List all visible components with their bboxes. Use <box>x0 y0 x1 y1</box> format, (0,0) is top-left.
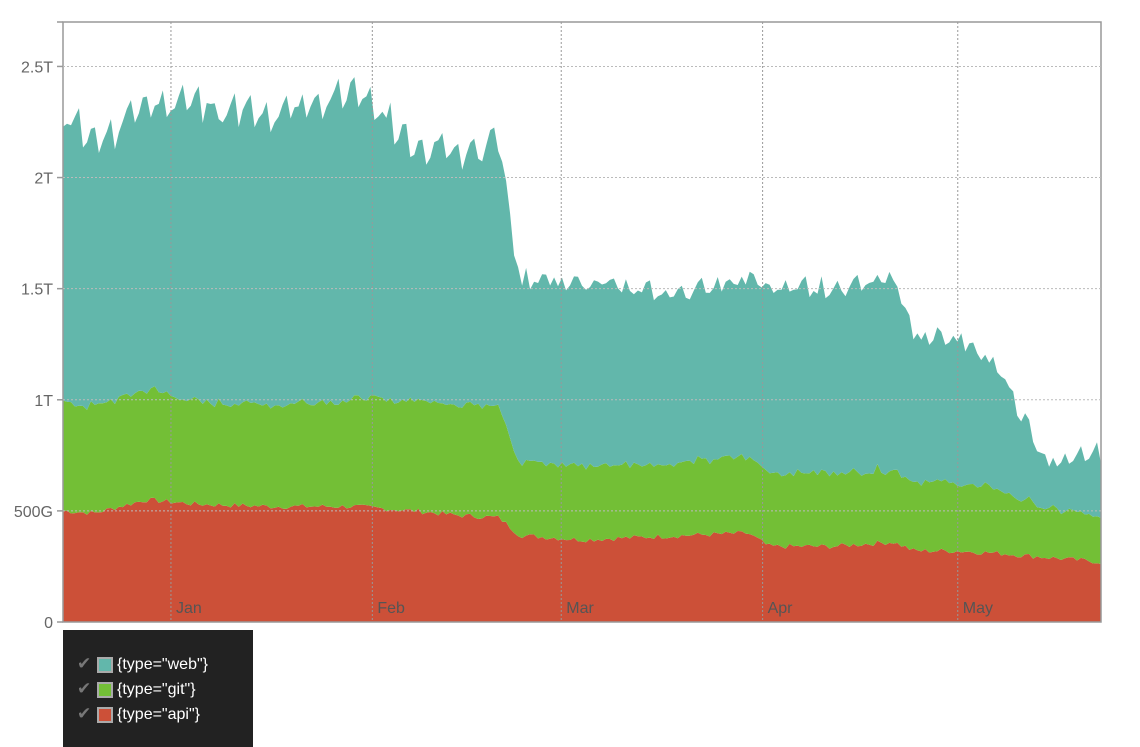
legend-label-git: {type="git"} <box>117 680 196 698</box>
chart-grid <box>63 22 1101 622</box>
area-series-git <box>63 386 1101 564</box>
stacked-area-chart: 0 500G 1T 1.5T 2T 2.5T Jan Feb Mar Apr May <box>14 21 1102 630</box>
legend-label-web: {type="web"} <box>117 655 208 673</box>
legend-label-api: {type="api"} <box>117 705 200 723</box>
legend-item-api[interactable]: ✔ {type="api"} <box>77 702 253 727</box>
x-tick-label: Apr <box>768 600 794 617</box>
area-series-web <box>63 77 1101 518</box>
area-series-api <box>63 497 1101 622</box>
check-icon: ✔ <box>77 654 92 674</box>
legend-item-git[interactable]: ✔ {type="git"} <box>77 677 253 702</box>
y-tick-label: 500G <box>14 504 53 521</box>
chart-areas <box>63 77 1101 622</box>
chart-tick-labels: 0 500G 1T 1.5T 2T 2.5T Jan Feb Mar Apr May <box>14 59 993 630</box>
chart-legend: ✔ {type="web"} ✔ {type="git"} ✔ {type="a… <box>63 630 253 747</box>
check-icon: ✔ <box>77 704 92 724</box>
check-icon: ✔ <box>77 679 92 699</box>
x-tick-label: Mar <box>566 600 594 617</box>
y-tick-label: 1T <box>34 393 53 410</box>
x-tick-label: Jan <box>176 600 202 617</box>
legend-swatch-web <box>97 656 113 673</box>
legend-swatch-api <box>97 706 113 723</box>
x-tick-label: Feb <box>377 600 405 617</box>
y-tick-label: 2.5T <box>21 59 53 76</box>
legend-swatch-git <box>97 681 113 698</box>
y-tick-label: 1.5T <box>21 282 53 299</box>
plot-frame <box>62 21 1102 623</box>
chart-axes <box>57 21 1102 623</box>
y-tick-label: 0 <box>44 615 53 630</box>
legend-item-web[interactable]: ✔ {type="web"} <box>77 652 253 677</box>
y-tick-label: 2T <box>34 171 53 188</box>
x-tick-label: May <box>963 600 993 617</box>
